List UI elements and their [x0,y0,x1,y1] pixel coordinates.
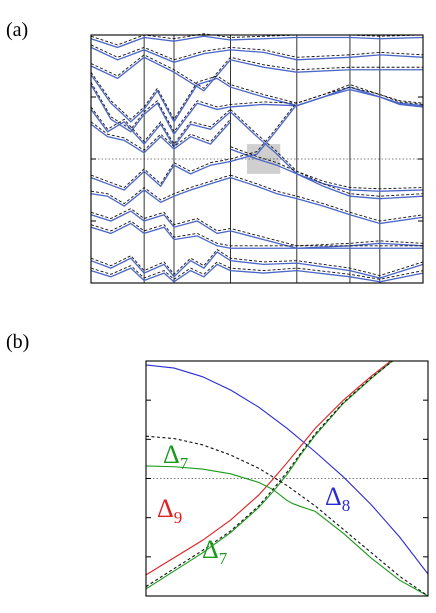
band-line [90,35,424,49]
series-line [146,361,392,576]
band-line [90,46,424,63]
band-line [230,176,424,225]
delta-symbol: Δ [202,535,219,564]
band-line [90,56,423,92]
band-line [90,222,423,249]
delta-subscript: 7 [180,454,189,473]
band-line [90,84,424,136]
band-line-dashed [90,44,424,61]
band-line [90,176,231,207]
series-line [146,364,428,575]
band-line [230,148,424,200]
delta-subscript: 7 [219,549,228,568]
series-line [146,465,428,596]
delta-annotation: Δ8 [325,482,350,515]
band-line-dashed [90,54,423,89]
band-line [90,109,231,148]
band-line-dashed [230,174,424,222]
delta-annotation: Δ7 [202,535,228,568]
band-line [90,251,424,279]
band-line-dashed [90,119,231,151]
band-line [90,210,424,249]
band-line [230,104,298,163]
band-line-dashed [230,109,424,190]
band-line-dashed [90,106,231,145]
delta-symbol: Δ [325,482,342,511]
band-line-dashed [90,81,424,133]
delta-subscript: 8 [342,496,351,515]
band-line-dashed [90,33,424,46]
band-line [90,121,231,154]
panel-a-label: (a) [6,19,28,41]
delta-annotation: Δ9 [157,494,182,527]
band-line [90,160,231,191]
band-line-dashed [90,174,231,205]
band-line-dashed [90,248,424,277]
series-line [146,435,428,596]
delta-symbol: Δ [157,494,174,523]
band-line-dashed [90,71,424,121]
band-structure-chart [90,33,424,284]
band-line [229,111,424,192]
band-line-dashed [230,101,298,160]
delta-annotation: Δ7 [163,440,189,473]
band-line-dashed [90,208,424,247]
series-line [146,361,394,588]
band-line [90,263,424,283]
band-line-dashed [230,146,424,197]
band-line-dashed [90,158,231,189]
panel-b-label: (b) [6,331,29,353]
band-line-dashed [90,220,423,247]
band-line [90,74,424,124]
delta-subscript: 9 [174,508,183,527]
delta-symbol: Δ [163,440,180,469]
series-line [146,361,393,590]
